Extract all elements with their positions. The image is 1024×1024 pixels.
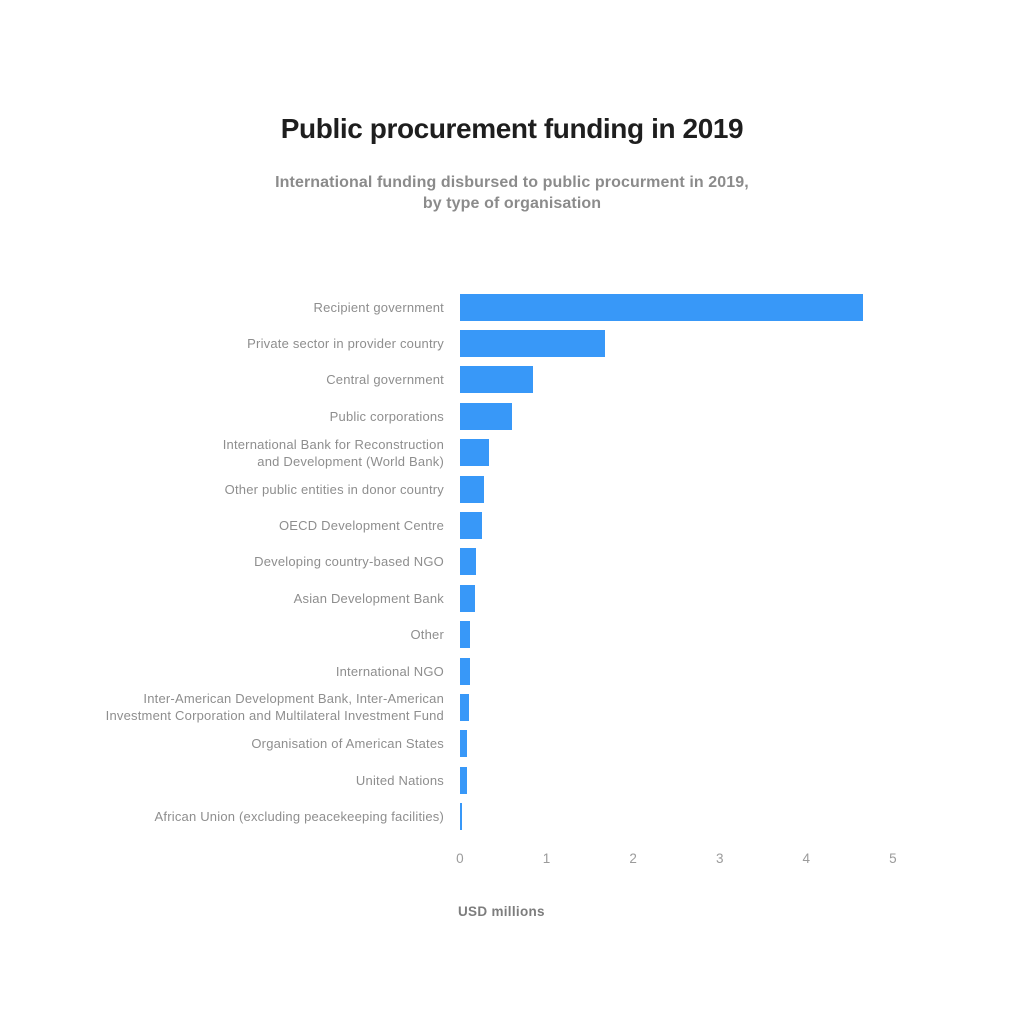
category-label: Recipient government: [313, 299, 444, 315]
category-label: United Nations: [355, 772, 444, 788]
chart-row: Public corporations: [0, 398, 1024, 434]
category-label: Inter-American Development Bank, Inter-A…: [105, 691, 444, 724]
category-label: Organisation of American States: [251, 736, 444, 752]
bar-track: [460, 584, 893, 612]
x-axis-tick: 4: [802, 850, 811, 866]
category-label: Other: [410, 627, 444, 643]
bar: [460, 402, 512, 430]
bar: [460, 657, 470, 685]
bar: [460, 548, 476, 576]
category-label: Developing country-based NGO: [254, 554, 444, 570]
bar: [460, 693, 469, 721]
bar-track: [460, 766, 893, 794]
chart-row: Asian Development Bank: [0, 580, 1024, 616]
bar-track: [460, 730, 893, 758]
chart-row: United Nations: [0, 762, 1024, 798]
chart-row: Other: [0, 617, 1024, 653]
chart-row: Organisation of American States: [0, 726, 1024, 762]
bar: [460, 584, 475, 612]
bar: [460, 293, 863, 321]
chart-row: Developing country-based NGO: [0, 544, 1024, 580]
bar: [460, 803, 462, 831]
category-label: Private sector in provider country: [247, 336, 444, 352]
category-label: Public corporations: [329, 408, 444, 424]
category-label: Other public entities in donor country: [224, 481, 444, 497]
category-label: International Bank for Reconstruction an…: [222, 436, 444, 469]
bar: [460, 439, 490, 467]
x-axis: 0 1 2 3 4 5: [456, 850, 897, 868]
category-label: OECD Development Centre: [279, 518, 444, 534]
bar-track: [460, 366, 893, 394]
bar-chart: Recipient government Private sector in pr…: [0, 289, 1024, 919]
bar: [460, 475, 485, 503]
bar-track: [460, 330, 893, 358]
x-axis-tick: 2: [629, 850, 638, 866]
chart-row: Recipient government: [0, 289, 1024, 325]
x-axis-tick: 3: [715, 850, 724, 866]
category-label: International NGO: [335, 663, 444, 679]
chart-title: Public procurement funding in 2019: [280, 113, 744, 144]
bar-track: [460, 439, 893, 467]
x-axis-tick: 0: [456, 850, 464, 866]
bar-track: [460, 293, 893, 321]
chart-row: Private sector in provider country: [0, 325, 1024, 361]
bar: [460, 766, 467, 794]
category-label: African Union (excluding peacekeeping fa…: [154, 809, 444, 825]
bar-track: [460, 693, 893, 721]
bar-track: [460, 657, 893, 685]
bar-track: [460, 621, 893, 649]
chart-subtitle: International funding disbursed to publi…: [275, 174, 749, 212]
bar-track: [460, 475, 893, 503]
bar: [460, 730, 467, 758]
x-axis-tick: 1: [542, 850, 551, 866]
category-label: Asian Development Bank: [293, 590, 444, 606]
bar-track: [460, 512, 893, 540]
bar: [460, 512, 482, 540]
chart-rows: Recipient government Private sector in pr…: [0, 289, 1024, 835]
x-axis-tick: 5: [889, 850, 897, 866]
bar: [460, 330, 606, 358]
chart-row: International Bank for Reconstruction an…: [0, 435, 1024, 471]
bar: [460, 366, 533, 394]
chart-row: Central government: [0, 362, 1024, 398]
chart-row: OECD Development Centre: [0, 507, 1024, 543]
bar-track: [460, 548, 893, 576]
category-label: Central government: [326, 372, 444, 388]
chart-row: International NGO: [0, 653, 1024, 689]
chart-row: African Union (excluding peacekeeping fa…: [0, 798, 1024, 834]
bar-track: [460, 803, 893, 831]
bar-track: [460, 402, 893, 430]
bar: [460, 621, 471, 649]
chart-row: Other public entities in donor country: [0, 471, 1024, 507]
chart-row: Inter-American Development Bank, Inter-A…: [0, 689, 1024, 725]
x-axis-title: USD millions: [458, 903, 545, 919]
